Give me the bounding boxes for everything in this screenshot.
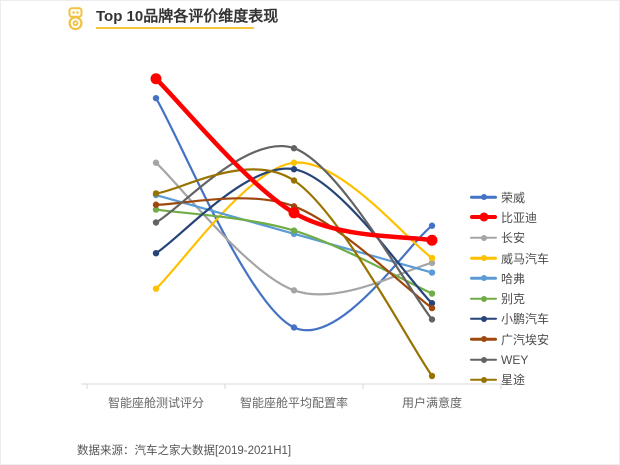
series-10-point-3 bbox=[428, 372, 436, 380]
series-10-point-1 bbox=[152, 190, 160, 197]
series-1-point-2 bbox=[290, 324, 298, 331]
legend-item-2[interactable]: 比亚迪 bbox=[470, 207, 549, 227]
series-6-point-2 bbox=[290, 227, 298, 234]
legend-line-dot-icon bbox=[470, 212, 497, 222]
legend-label: 长安 bbox=[501, 231, 526, 246]
title-underline bbox=[96, 27, 254, 29]
series-5-point-3 bbox=[428, 269, 436, 276]
series-2-point-3 bbox=[426, 234, 438, 246]
series-4-point-1 bbox=[152, 285, 160, 292]
x-axis-label-2: 智能座舱平均配置率 bbox=[239, 396, 349, 410]
legend-item-6[interactable]: 别克 bbox=[470, 288, 549, 308]
x-axis-label-1: 智能座舱测试评分 bbox=[107, 396, 205, 410]
legend-label: 荣威 bbox=[501, 190, 526, 205]
legend-label: 广汽埃安 bbox=[501, 332, 550, 347]
legend-item-9[interactable]: WEY bbox=[470, 349, 549, 369]
legend-item-10[interactable]: 星途 bbox=[470, 370, 549, 390]
series-9-point-2 bbox=[290, 145, 298, 152]
legend-line-dot-icon bbox=[470, 193, 497, 202]
legend-label: 星途 bbox=[501, 373, 526, 388]
series-9-point-3 bbox=[428, 316, 436, 323]
legend-item-1[interactable]: 荣威 bbox=[470, 187, 549, 207]
series-3-point-3 bbox=[428, 259, 436, 267]
series-7-point-2 bbox=[290, 166, 298, 173]
series-2-point-1 bbox=[150, 73, 162, 85]
legend-line-dot-icon bbox=[470, 314, 497, 323]
series-4-point-2 bbox=[290, 159, 298, 166]
legend-line-dot-icon bbox=[470, 335, 497, 344]
legend-label: 别克 bbox=[501, 292, 526, 307]
series-8-point-1 bbox=[152, 201, 160, 208]
legend-item-4[interactable]: 威马汽车 bbox=[470, 248, 549, 268]
legend-line-dot-icon bbox=[470, 375, 497, 384]
legend-item-7[interactable]: 小鹏汽车 bbox=[470, 309, 549, 329]
series-line-10 bbox=[154, 168, 434, 377]
series-3-point-1 bbox=[152, 159, 160, 166]
series-9-point-1 bbox=[152, 219, 160, 226]
page-title: Top 10品牌各评价维度表现 bbox=[96, 8, 279, 25]
data-source-note: 数据来源：汽车之家大数据[2019-2021H1] bbox=[77, 445, 292, 457]
series-4-point-3 bbox=[428, 254, 436, 262]
legend-label: 哈弗 bbox=[501, 271, 526, 286]
series-2-point-2 bbox=[288, 207, 300, 219]
medal-icon bbox=[68, 7, 83, 31]
series-1-point-3 bbox=[428, 222, 436, 229]
series-6-point-3 bbox=[428, 290, 436, 297]
legend-item-3[interactable]: 长安 bbox=[470, 228, 549, 248]
series-8-point-3 bbox=[428, 304, 436, 312]
legend-item-8[interactable]: 广汽埃安 bbox=[470, 329, 549, 349]
series-10-point-2 bbox=[290, 177, 298, 184]
legend-label: 威马汽车 bbox=[501, 251, 550, 266]
series-1-point-1 bbox=[152, 94, 160, 102]
legend-label: WEY bbox=[501, 352, 529, 367]
legend-line-dot-icon bbox=[470, 254, 497, 263]
series-6-point-1 bbox=[152, 206, 160, 213]
legend-line-dot-icon bbox=[470, 355, 497, 364]
series-line-6 bbox=[154, 208, 434, 295]
legend-line-dot-icon bbox=[470, 274, 497, 283]
chart-header: Top 10品牌各评价维度表现 bbox=[65, 7, 278, 31]
chart-legend: 荣威比亚迪长安威马汽车哈弗别克小鹏汽车广汽埃安 WEY 星途 bbox=[470, 187, 549, 390]
x-axis-label-3: 用户满意度 bbox=[401, 396, 463, 410]
series-3-point-2 bbox=[290, 287, 298, 294]
series-7-point-3 bbox=[428, 300, 436, 307]
legend-label: 小鹏汽车 bbox=[501, 312, 550, 327]
legend-item-5[interactable]: 哈弗 bbox=[470, 268, 549, 288]
series-7-point-1 bbox=[152, 249, 160, 257]
legend-line-dot-icon bbox=[470, 233, 497, 242]
legend-line-dot-icon bbox=[470, 294, 497, 303]
legend-label: 比亚迪 bbox=[501, 210, 538, 225]
